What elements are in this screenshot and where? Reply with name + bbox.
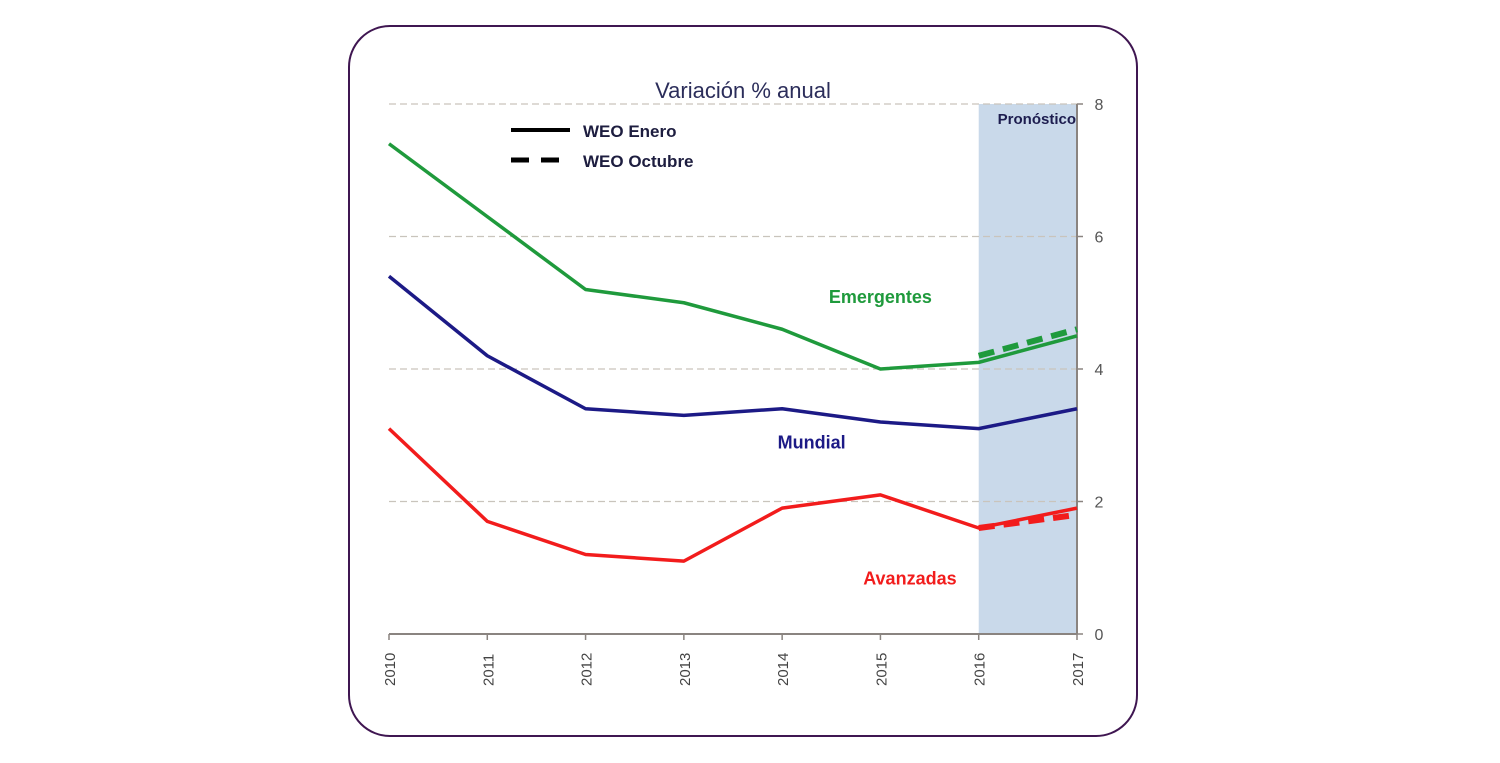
legend-label-weo-octubre: WEO Octubre [583,152,694,171]
series-line-emergentes-weo-octubre [977,326,1078,359]
x-tick-label: 2010 [382,653,399,686]
y-tick-label: 6 [1095,230,1104,247]
series-label-mundial: Mundial [778,433,846,453]
y-tick-label: 8 [1095,97,1104,114]
series-label-avanzadas: Avanzadas [863,568,956,588]
x-tick-label: 2017 [1070,653,1087,686]
x-tick-label: 2011 [480,654,497,686]
x-tick-label: 2012 [579,653,596,686]
chart-title: Variación % anual [655,78,831,103]
series-line-avanzadas [387,427,1078,563]
series-line-avanzadas-weo-octubre [978,511,1078,531]
y-tick-label: 4 [1095,362,1104,379]
y-tick-label: 0 [1095,627,1104,644]
series-label-emergentes: Emergentes [829,287,932,307]
x-tick-label: 2015 [873,653,890,686]
y-tick-label: 2 [1095,495,1104,512]
legend-label-weo-enero: WEO Enero [583,122,677,141]
series-line-mundial [387,274,1078,431]
x-tick-label: 2013 [677,653,694,686]
forecast-label: Pronóstico [998,111,1076,128]
legend: WEO Enero WEO Octubre [511,122,694,171]
x-tick-label: 2014 [775,653,792,686]
x-tick-label: 2016 [972,653,989,686]
series-line-emergentes [387,142,1078,371]
